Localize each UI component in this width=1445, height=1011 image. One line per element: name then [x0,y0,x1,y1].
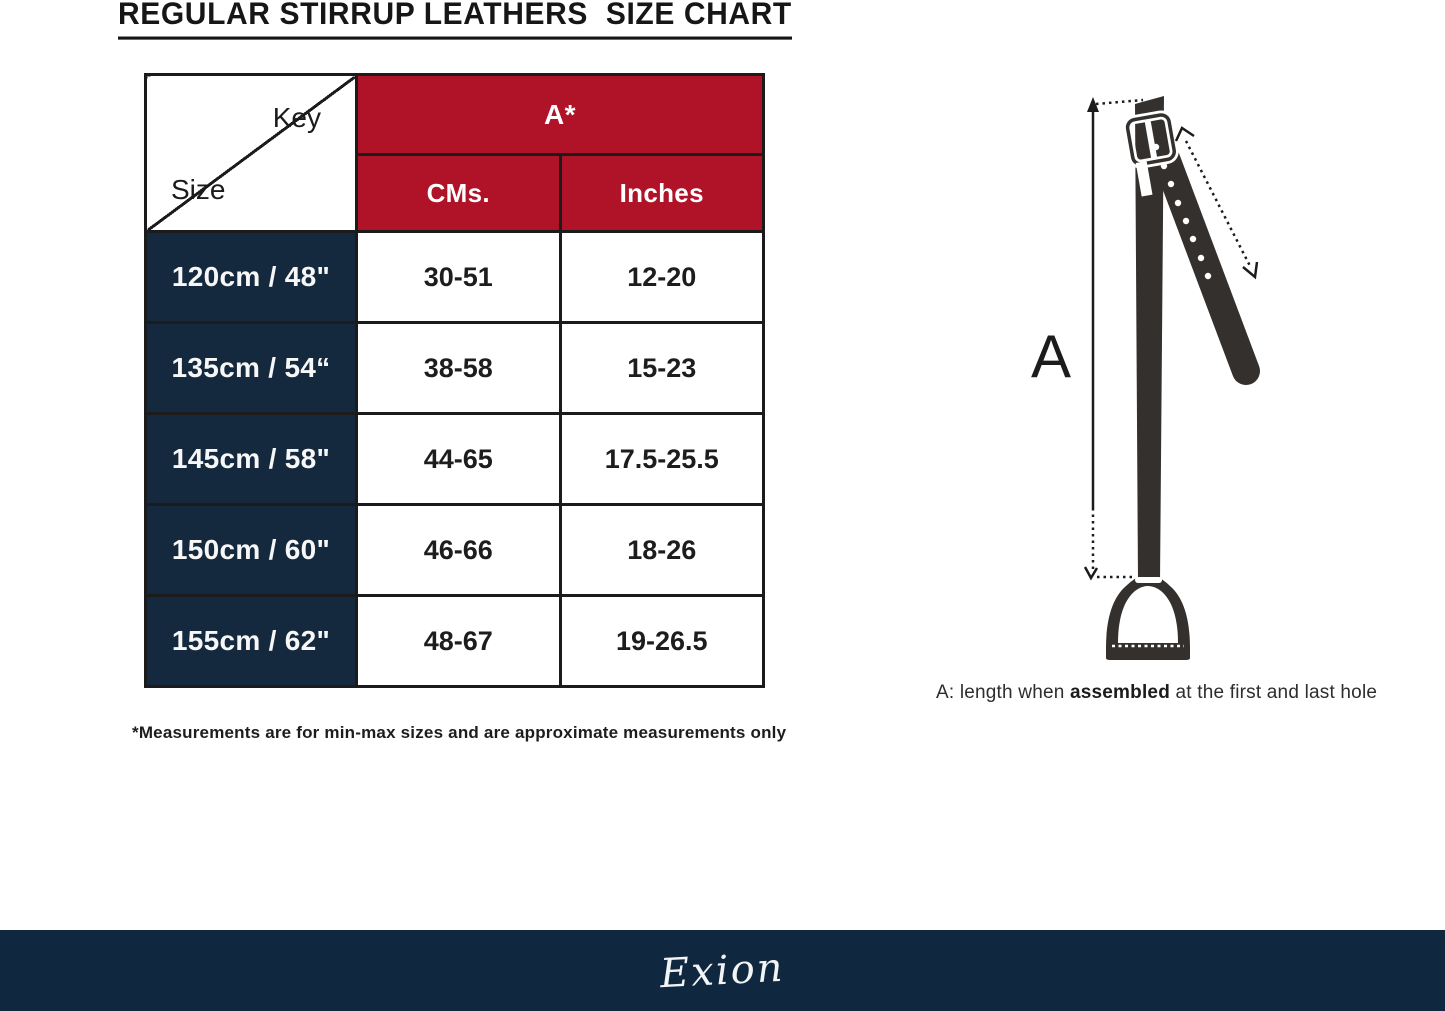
strap-vertical [1135,96,1164,582]
column-header-inches: Inches [558,153,765,233]
footer-bar: Exion [0,930,1445,1011]
page-title: REGULAR STIRRUP LEATHERS SIZE CHART [118,0,792,40]
cms-cell: 46-66 [355,503,562,597]
size-chart-table: Key Size A* CMs. Inches 120cm / 48" 30-5… [144,73,765,688]
cms-cell: 38-58 [355,321,562,415]
strap-diagonal [1136,102,1260,385]
column-header-cms: CMs. [355,153,562,233]
stirrup-iron [1106,575,1190,660]
table-row: 135cm / 54“ 38-58 15-23 [144,321,765,415]
cms-cell: 44-65 [355,412,562,506]
size-cell: 150cm / 60" [144,503,358,597]
caption-suffix: at the first and last hole [1170,682,1378,703]
corner-size-label: Size [171,174,226,205]
table-row: 120cm / 48" 30-51 12-20 [144,230,765,324]
group-header-a: A* [355,73,765,156]
corner-key-label: Key [272,102,321,133]
caption-bold: assembled [1069,682,1171,703]
inches-cell: 19-26.5 [558,594,765,688]
table-row: 145cm / 58" 44-65 17.5-25.5 [144,412,765,506]
inches-cell: 12-20 [558,230,765,324]
brand-logo: Exion [659,944,786,997]
table-row: 150cm / 60" 46-66 18-26 [144,503,765,597]
dimension-a-label: A [1031,323,1072,390]
table-subheader-row: CMs. Inches [146,153,765,233]
size-cell: 145cm / 58" [144,412,358,506]
dimension-line-diagonal [1174,126,1259,280]
cms-cell: 48-67 [355,594,562,688]
size-cell: 155cm / 62" [144,594,358,688]
inches-cell: 17.5-25.5 [558,412,765,506]
stirrup-leather-illustration [1083,96,1260,660]
table-header-row: Key Size A* [144,73,765,233]
measurements-footnote: *Measurements are for min-max sizes and … [132,723,787,742]
size-cell: 135cm / 54“ [144,321,358,415]
table-row: 155cm / 62" 48-67 19-26.5 [144,594,765,688]
caption-prefix: A: length when [936,682,1070,703]
dimension-line-vertical [1083,97,1144,581]
inches-cell: 18-26 [558,503,765,597]
size-cell: 120cm / 48" [144,230,358,324]
buckle-icon [1123,110,1179,197]
diagram-caption: A: length when assembled at the first an… [936,682,1377,704]
corner-header-cell: Key Size [144,73,358,233]
inches-cell: 15-23 [558,321,765,415]
cms-cell: 30-51 [355,230,562,324]
